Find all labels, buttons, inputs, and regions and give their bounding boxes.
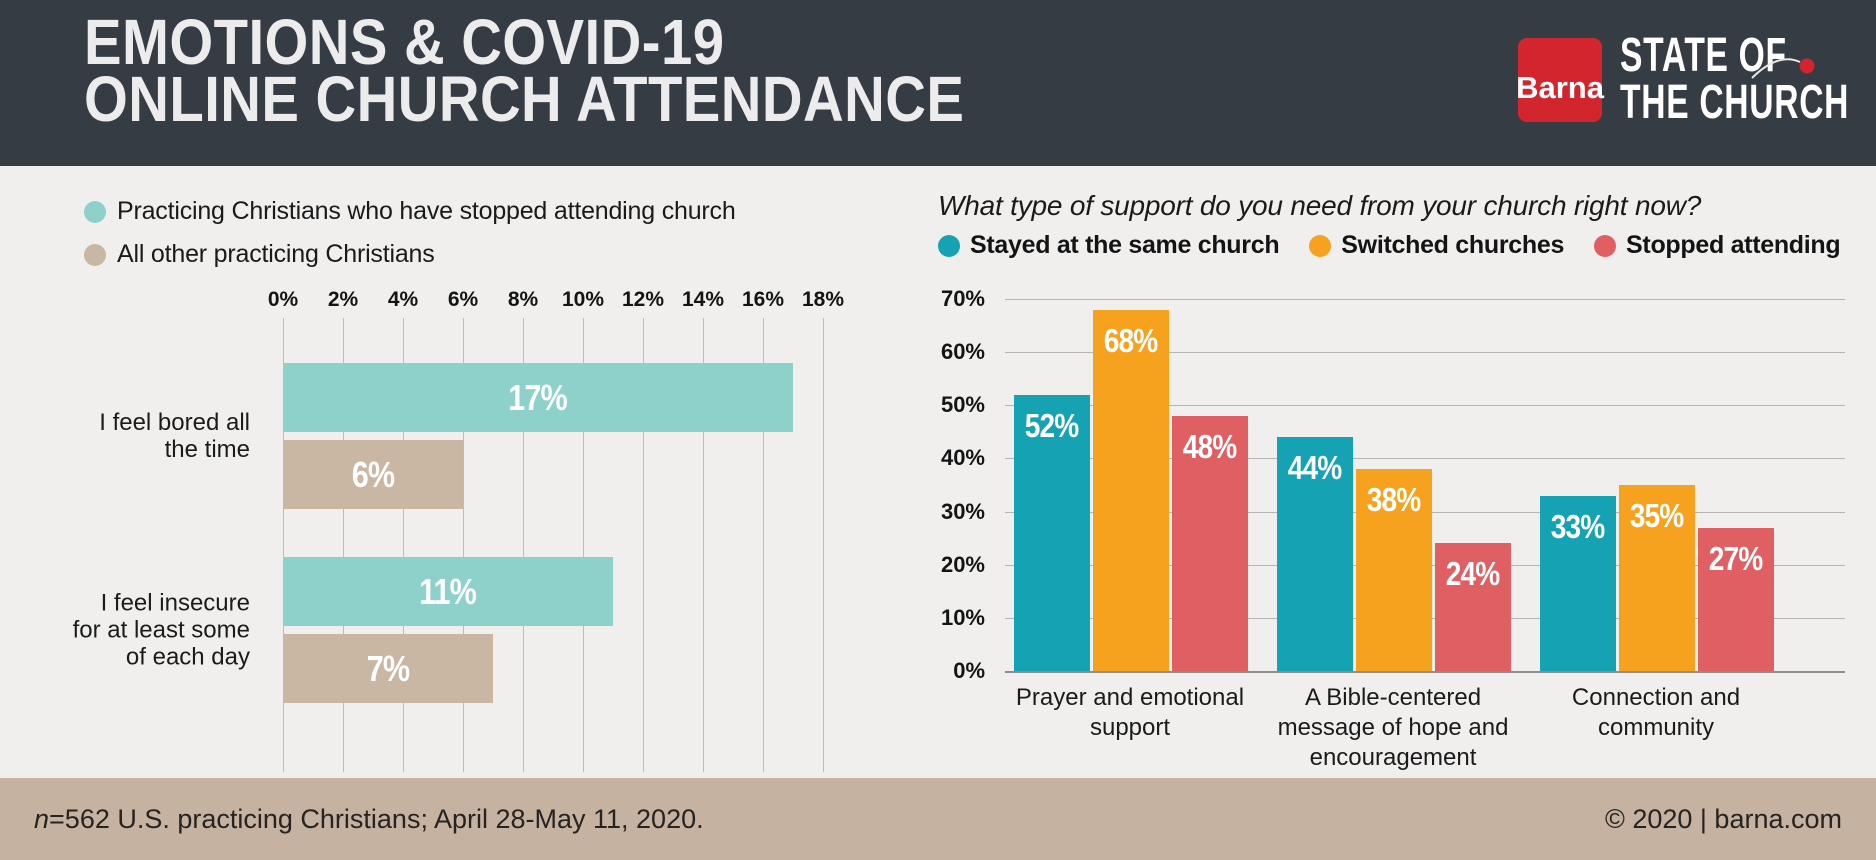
category-label: A Bible-centered message of hope and enc… <box>1277 684 1509 771</box>
legend-dot-orange <box>1309 234 1332 257</box>
legend-item-stopped-attending: Practicing Christians who have stopped a… <box>84 197 736 226</box>
barna-logo-text: Barna <box>1516 70 1604 105</box>
legend-label: Switched churches <box>1341 231 1565 259</box>
bar-value-label: 6% <box>351 453 395 495</box>
page-title-line1: EMOTIONS & COVID-19 <box>84 6 725 78</box>
legend-item-stopped: Stopped attending <box>1594 231 1841 260</box>
bar-value-label: 27% <box>1709 539 1763 577</box>
y-tick-label: 30% <box>940 498 985 524</box>
gridline <box>583 318 584 772</box>
swoosh-icon <box>1751 58 1815 79</box>
y-tick-label: 10% <box>940 604 985 630</box>
gridline <box>823 318 824 772</box>
page-title: EMOTIONS & COVID-19 ONLINE CHURCH ATTEND… <box>84 6 965 135</box>
legend-label: Stayed at the same church <box>970 231 1280 259</box>
x-tick-label: 12% <box>621 288 665 311</box>
bar: 33% <box>1540 495 1616 671</box>
bar: 52% <box>1014 394 1090 671</box>
legend-dot-cyan <box>938 234 960 257</box>
bar-value-label: 38% <box>1367 481 1421 519</box>
brand-line2: THE CHURCH <box>1620 76 1850 129</box>
legend-label: Practicing Christians who have stopped a… <box>117 197 736 225</box>
bar: 27% <box>1698 527 1774 671</box>
bar-value-label: 35% <box>1630 497 1684 534</box>
gridline <box>1005 458 1845 460</box>
x-tick-label: 14% <box>681 288 725 311</box>
category-label: Connection and community <box>1571 684 1741 741</box>
barna-logo: Barna <box>1516 38 1604 122</box>
bar-value-label: 24% <box>1446 555 1500 593</box>
brand-title: STATE OF THE CHURCH <box>1620 32 1850 129</box>
bar-value-label: 33% <box>1551 507 1605 545</box>
gridline <box>1005 617 1845 619</box>
gridline <box>1005 511 1845 513</box>
x-tick-label: 0% <box>267 288 299 311</box>
right-chart-question: What type of support do you need from yo… <box>938 190 1702 221</box>
x-tick-label: 8% <box>507 288 539 311</box>
page-title-line2: ONLINE CHURCH ATTENDANCE <box>84 63 965 135</box>
gridline <box>523 318 524 772</box>
bar-value-label: 48% <box>1183 427 1237 465</box>
y-tick-label: 40% <box>940 445 985 471</box>
category-label: Prayer and emotional support <box>1015 684 1245 741</box>
gridline <box>1005 405 1845 407</box>
x-tick-label: 6% <box>447 288 479 311</box>
bar: 7% <box>283 634 493 703</box>
bar-value-label: 11% <box>419 570 477 612</box>
gridline <box>1005 564 1845 566</box>
gridline <box>703 318 704 772</box>
bar: 6% <box>283 440 463 509</box>
bar: 48% <box>1172 415 1248 671</box>
legend-item-other-practicing: All other practicing Christians <box>84 240 435 269</box>
category-label: I feel bored all the time <box>99 409 250 463</box>
bar-value-label: 17% <box>508 376 569 418</box>
gridline <box>463 318 464 772</box>
y-tick-label: 70% <box>940 286 985 311</box>
bar-value-label: 68% <box>1104 321 1158 359</box>
legend-label: Stopped attending <box>1626 231 1841 259</box>
bar: 44% <box>1277 437 1353 671</box>
legend-item-stayed: Stayed at the same church <box>938 231 1280 260</box>
bar: 11% <box>283 557 613 626</box>
gridline <box>343 318 344 772</box>
copyright: © 2020 | barna.com <box>1604 803 1842 834</box>
y-tick-label: 60% <box>940 339 985 365</box>
x-tick-label: 16% <box>741 288 785 311</box>
sample-note: n=562 U.S. practicing Christians; April … <box>34 804 704 835</box>
y-tick-label: 20% <box>940 551 985 577</box>
bar: 17% <box>283 363 793 432</box>
legend-dot-tan <box>84 243 106 266</box>
category-label: I feel insecure for at least some of eac… <box>72 589 250 671</box>
gridline <box>283 318 284 772</box>
legend-item-switched: Switched churches <box>1309 231 1564 260</box>
bar-value-label: 44% <box>1288 449 1342 487</box>
bar: 38% <box>1356 469 1432 671</box>
bar: 68% <box>1093 309 1169 671</box>
x-tick-label: 10% <box>561 288 605 311</box>
bar: 35% <box>1619 485 1695 671</box>
bar-value-label: 7% <box>366 647 410 689</box>
legend-dot-coral <box>1594 234 1617 257</box>
gridline <box>763 318 764 772</box>
bar-value-label: 52% <box>1025 406 1079 444</box>
x-tick-label: 18% <box>801 288 845 311</box>
header: EMOTIONS & COVID-19 ONLINE CHURCH ATTEND… <box>0 0 1876 166</box>
legend-dot-teal <box>84 200 106 223</box>
right-chart-legend: Stayed at the same church Switched churc… <box>938 231 1841 260</box>
gridline <box>643 318 644 772</box>
legend-label: All other practicing Christians <box>117 240 435 268</box>
bar: 24% <box>1435 543 1511 671</box>
gridline <box>1005 352 1845 354</box>
sample-note-text: =562 U.S. practicing Christians; April 2… <box>49 803 704 834</box>
x-tick-label: 4% <box>387 288 419 311</box>
y-tick-label: 50% <box>940 392 985 418</box>
footer: n=562 U.S. practicing Christians; April … <box>0 778 1876 860</box>
gridline <box>1005 299 1845 300</box>
sample-note-n: n <box>34 803 50 834</box>
gridline <box>1005 671 1845 673</box>
y-tick-label: 0% <box>953 658 985 683</box>
gridline <box>403 318 404 772</box>
x-tick-label: 2% <box>327 288 359 311</box>
